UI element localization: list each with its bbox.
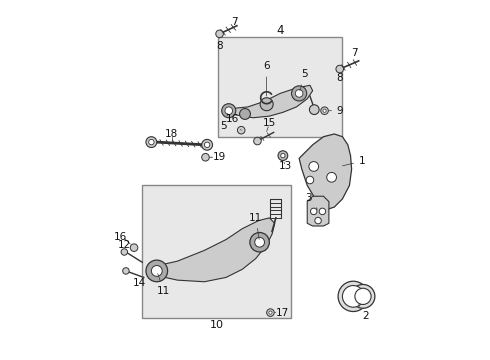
Text: 9: 9 (337, 106, 343, 116)
Text: 3: 3 (305, 193, 318, 209)
Circle shape (309, 162, 318, 171)
Text: 5: 5 (220, 113, 228, 131)
Text: 19: 19 (213, 152, 226, 162)
Circle shape (269, 311, 272, 314)
Circle shape (306, 176, 314, 184)
Circle shape (151, 266, 162, 276)
Text: 17: 17 (276, 307, 289, 318)
Circle shape (240, 109, 250, 120)
Text: 7: 7 (351, 48, 358, 58)
Circle shape (254, 137, 261, 145)
Polygon shape (147, 218, 275, 282)
Circle shape (343, 285, 364, 307)
Polygon shape (307, 196, 329, 226)
Circle shape (295, 90, 303, 97)
Text: 7: 7 (231, 17, 238, 27)
Text: 6: 6 (263, 61, 270, 96)
Circle shape (351, 284, 375, 308)
Circle shape (292, 86, 307, 101)
Text: 12: 12 (118, 240, 131, 250)
Circle shape (255, 237, 265, 247)
Text: 11: 11 (249, 213, 263, 239)
Circle shape (130, 244, 138, 251)
Text: 5: 5 (300, 69, 308, 91)
Bar (142, 185, 291, 318)
Polygon shape (299, 134, 352, 210)
Circle shape (216, 30, 223, 38)
Circle shape (336, 65, 343, 73)
Circle shape (309, 105, 319, 114)
Polygon shape (223, 85, 313, 118)
Circle shape (204, 142, 210, 148)
Text: 18: 18 (165, 129, 178, 139)
Circle shape (278, 151, 288, 161)
Circle shape (122, 268, 129, 274)
Text: 16: 16 (226, 114, 241, 130)
Text: 13: 13 (279, 162, 292, 171)
Circle shape (323, 109, 326, 112)
Bar (218, 37, 343, 137)
Circle shape (260, 98, 273, 111)
Circle shape (202, 139, 213, 150)
Circle shape (355, 288, 371, 305)
Circle shape (321, 107, 328, 114)
Circle shape (267, 309, 274, 316)
Circle shape (319, 208, 326, 215)
Circle shape (315, 217, 321, 224)
Circle shape (281, 153, 285, 158)
Text: 1: 1 (343, 156, 366, 166)
Circle shape (250, 233, 270, 252)
Circle shape (238, 126, 245, 134)
Circle shape (338, 281, 368, 311)
Text: 2: 2 (359, 305, 369, 321)
Circle shape (146, 260, 168, 282)
Circle shape (222, 104, 236, 118)
Circle shape (202, 153, 209, 161)
Circle shape (311, 208, 317, 215)
Circle shape (225, 107, 233, 114)
Text: 15: 15 (263, 118, 276, 128)
Text: 16: 16 (114, 232, 127, 242)
Text: 8: 8 (337, 73, 343, 83)
Circle shape (146, 137, 157, 148)
Text: 8: 8 (216, 38, 223, 51)
Text: 11: 11 (157, 274, 171, 296)
Circle shape (121, 249, 127, 255)
Text: 10: 10 (210, 320, 223, 329)
Circle shape (148, 139, 154, 145)
Text: 14: 14 (133, 278, 146, 288)
Text: 4: 4 (276, 23, 284, 37)
Circle shape (327, 172, 337, 182)
